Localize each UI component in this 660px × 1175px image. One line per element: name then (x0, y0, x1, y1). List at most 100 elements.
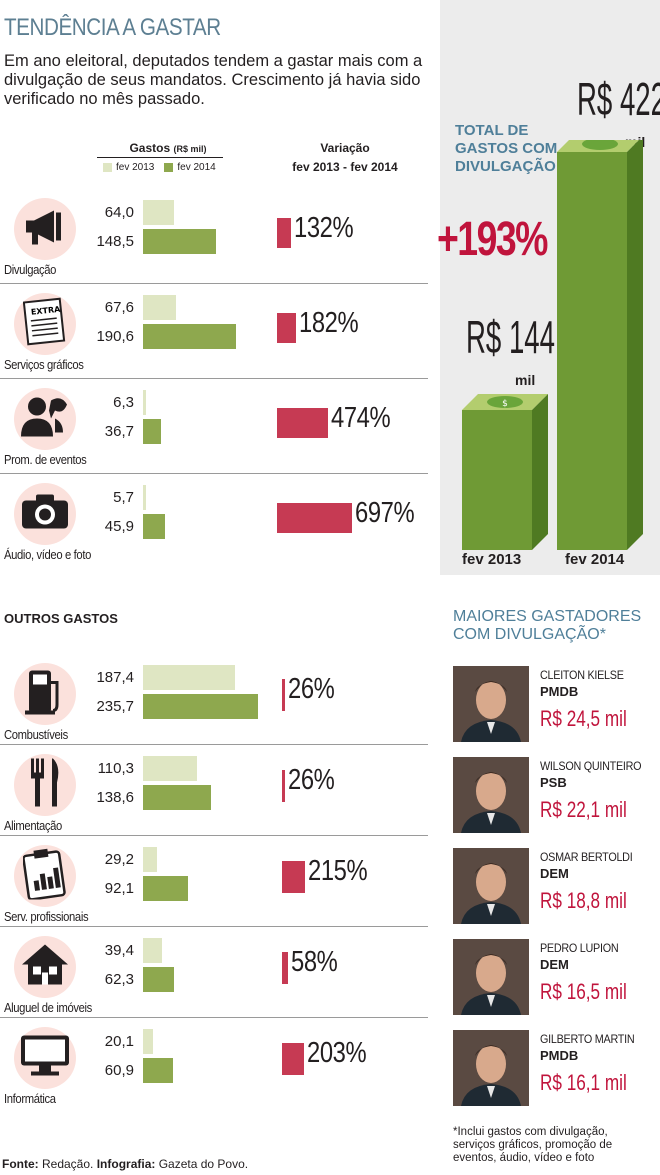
variation-label: 132% (294, 212, 354, 244)
variation-bar (282, 679, 285, 711)
category-label: Serviços gráficos (4, 358, 84, 372)
total-bar-2013: $ (462, 394, 548, 550)
bar-fev2014 (143, 324, 237, 349)
bar-fev2014 (143, 876, 189, 901)
spender-name: WILSON QUINTEIRO (540, 759, 642, 773)
svg-text:EXTRA: EXTRA (30, 305, 61, 317)
bar-fev2013 (143, 390, 147, 415)
variation-bar (277, 503, 352, 533)
legend-label-2013: fev 2013 (116, 162, 155, 173)
variation-bar (277, 218, 292, 248)
variation-label: 215% (308, 855, 368, 887)
gastos-header: Gastos (R$ mil) (103, 141, 233, 155)
value-fev2014: 190,6 (96, 328, 134, 345)
spender-party: PSB (540, 775, 567, 790)
cutlery-icon (25, 757, 65, 814)
newspaper-icon: EXTRA (22, 297, 67, 351)
value-fev2013: 187,4 (96, 669, 134, 686)
spender-photo (453, 1030, 529, 1106)
bar-fev2014 (143, 1058, 173, 1083)
variation-label: 203% (306, 1037, 367, 1069)
category-label: Serv. profissionais (4, 910, 89, 924)
gastos-header-unit: (R$ mil) (173, 144, 207, 154)
total-change: +193% (437, 213, 548, 266)
value-fev2014: 62,3 (104, 971, 134, 988)
spender-value: R$ 22,1 mil (540, 797, 627, 822)
row-divider (0, 1017, 428, 1018)
category-label: Divulgação (4, 263, 57, 277)
spender-photo (453, 666, 529, 742)
value-fev2014: 45,9 (104, 518, 134, 535)
value-fev2014: 36,7 (104, 423, 134, 440)
category-label: Áudio, vídeo e foto (4, 548, 91, 562)
variacao-header-line1: Variação (320, 141, 370, 155)
bar-fev2013 (143, 1029, 153, 1054)
row-divider (0, 283, 428, 284)
value-fev2014: 235,7 (96, 698, 134, 715)
infografia-label: Infografia: (96, 1157, 156, 1171)
clipboard-chart-icon (22, 848, 67, 905)
total-unit-2013: mil (515, 372, 536, 388)
page-title: TENDÊNCIA A GASTAR (4, 14, 221, 41)
spender-name: CLEITON KIELSE (540, 668, 624, 682)
people-icon (19, 395, 71, 444)
computer-icon (19, 1034, 71, 1083)
spender-photo (453, 848, 529, 924)
category-label: Aluguel de imóveis (4, 1001, 92, 1015)
value-fev2013: 5,7 (113, 489, 134, 506)
bar-fev2014 (143, 229, 216, 254)
spender-value: R$ 24,5 mil (540, 706, 627, 731)
variation-label: 697% (354, 497, 415, 529)
legend: fev 2013 fev 2014 (103, 162, 216, 173)
megaphone-icon (22, 207, 68, 252)
total-title-line2: GASTOS COM (455, 140, 558, 157)
variation-label: 182% (299, 307, 359, 339)
outros-gastos-title: OUTROS GASTOS (4, 611, 118, 626)
total-title-line3: DIVULGAÇÃO (455, 158, 556, 175)
total-title-line1: TOTAL DE (455, 122, 529, 139)
value-fev2013: 67,6 (104, 299, 134, 316)
fuel-pump-icon (25, 667, 65, 722)
icon-background (14, 754, 76, 816)
maiores-footnote: *Inclui gastos com divulgação, serviços … (453, 1126, 613, 1164)
maiores-title-line2: COM DIVULGAÇÃO* (453, 626, 606, 643)
value-fev2013: 6,3 (113, 394, 134, 411)
bar-fev2013 (143, 938, 163, 963)
svg-text:$: $ (502, 399, 508, 409)
variation-label: 474% (330, 402, 391, 434)
bar-fev2013 (143, 756, 198, 781)
spender-name: OSMAR BERTOLDI (540, 850, 633, 864)
spender-value: R$ 18,8 mil (540, 888, 627, 913)
value-fev2014: 60,9 (104, 1062, 134, 1079)
icon-background (14, 388, 76, 450)
spender-name: PEDRO LUPION (540, 941, 619, 955)
infografia-text: Gazeta do Povo. (155, 1157, 249, 1171)
bar-fev2014 (143, 514, 166, 539)
maiores-title: MAIORES GASTADORES COM DIVULGAÇÃO* (453, 608, 641, 644)
spender-party: DEM (540, 957, 569, 972)
legend-swatch-2013 (103, 163, 112, 172)
total-label-2013: R$ 144 (466, 311, 556, 363)
category-label: Combustíveis (4, 728, 68, 742)
variation-label: 58% (291, 946, 338, 978)
bar-fev2014 (143, 967, 174, 992)
variacao-header-line2: fev 2013 - fev 2014 (292, 160, 398, 174)
row-divider (0, 744, 428, 745)
maiores-title-line1: MAIORES GASTADORES (453, 608, 642, 625)
total-x-label-2014: fev 2014 (565, 551, 625, 568)
value-fev2014: 148,5 (96, 233, 134, 250)
category-label: Alimentação (4, 819, 62, 833)
bar-fev2013 (143, 200, 175, 225)
category-label: Prom. de eventos (4, 453, 87, 467)
spender-party: PMDB (540, 1048, 579, 1063)
gastos-header-label: Gastos (129, 141, 171, 155)
spender-value: R$ 16,1 mil (540, 1070, 627, 1095)
category-label: Informática (4, 1092, 56, 1106)
bar-fev2014 (143, 694, 259, 719)
bar-fev2013 (143, 665, 235, 690)
total-label-2014: R$ 422 (577, 73, 660, 125)
legend-swatch-2014 (164, 163, 174, 172)
value-fev2013: 20,1 (104, 1033, 134, 1050)
camera-icon (20, 493, 70, 536)
source-label: Fonte: (2, 1157, 39, 1171)
